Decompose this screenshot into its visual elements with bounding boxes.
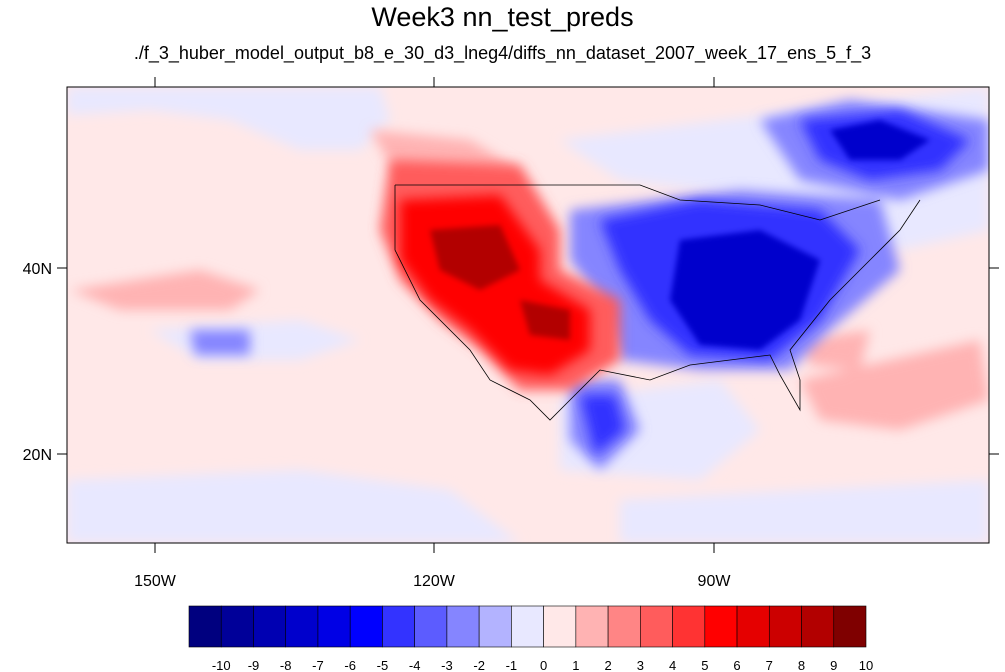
colorbar-swatch [478,605,512,648]
colorbar-swatch [575,605,609,648]
axis-ticks [57,77,999,553]
colorbar-swatch [543,605,577,648]
colorbar-label: 6 [733,658,740,672]
plot-frame [66,86,990,544]
colorbar-label: -7 [312,658,324,672]
colorbar-label: -8 [280,658,292,672]
lon-label-90w: 90W [698,573,732,590]
colorbar-swatch [285,605,319,648]
colorbar-swatch [446,605,480,648]
colorbar-label: -5 [377,658,389,672]
anomaly-field [67,87,989,543]
colorbar-swatch [768,605,802,648]
colorbar-swatch [704,605,738,648]
colorbar-swatch [511,605,544,648]
colorbar-label: 0 [540,658,547,672]
colorbar-swatch [607,605,641,648]
colorbar-swatch [349,605,383,648]
colorbar-swatch [317,605,351,648]
colorbar-label: -10 [212,658,231,672]
lat-label-20n: 20N [23,447,52,464]
lat-label-40n: 40N [23,261,52,278]
colorbar-label: -4 [409,658,421,672]
colorbar-label: -9 [248,658,260,672]
colorbar-swatch [414,605,448,648]
map-title: Week3 nn_test_preds [371,2,634,32]
colorbar-swatch [833,605,867,648]
colorbar-label: 9 [830,658,837,672]
colorbar-label: 5 [701,658,708,672]
lon-label-150w: 150W [134,573,177,590]
lon-label-120w: 120W [413,573,456,590]
colorbar-label: 2 [604,658,611,672]
colorbar-label: -6 [344,658,356,672]
colorbar-label: -2 [473,658,485,672]
colorbar-label: -3 [441,658,453,672]
colorbar-swatch [188,605,222,648]
colorbar-swatch [253,605,287,648]
colorbar-label: 4 [669,658,676,672]
colorbar-swatch [220,605,254,648]
colorbar-label: 8 [798,658,805,672]
colorbar-swatch [801,605,835,648]
colorbar-label: 3 [637,658,644,672]
colorbar-label: 7 [766,658,773,672]
colorbar-swatch [640,605,673,648]
colorbar-label: 1 [572,658,579,672]
colorbar-label: -1 [506,658,518,672]
colorbar: -10 -9 -8 -7 -6 -5 -4 -3 -2 -1 0 1 2 3 4 5 6 7 8 9 10 [188,605,873,672]
colorbar-swatch [736,605,770,648]
colorbar-swatch [672,605,706,648]
colorbar-label: 10 [859,658,873,672]
map-subtitle: ./f_3_huber_model_output_b8_e_30_d3_lneg… [133,43,872,63]
colorbar-swatch [382,605,415,648]
